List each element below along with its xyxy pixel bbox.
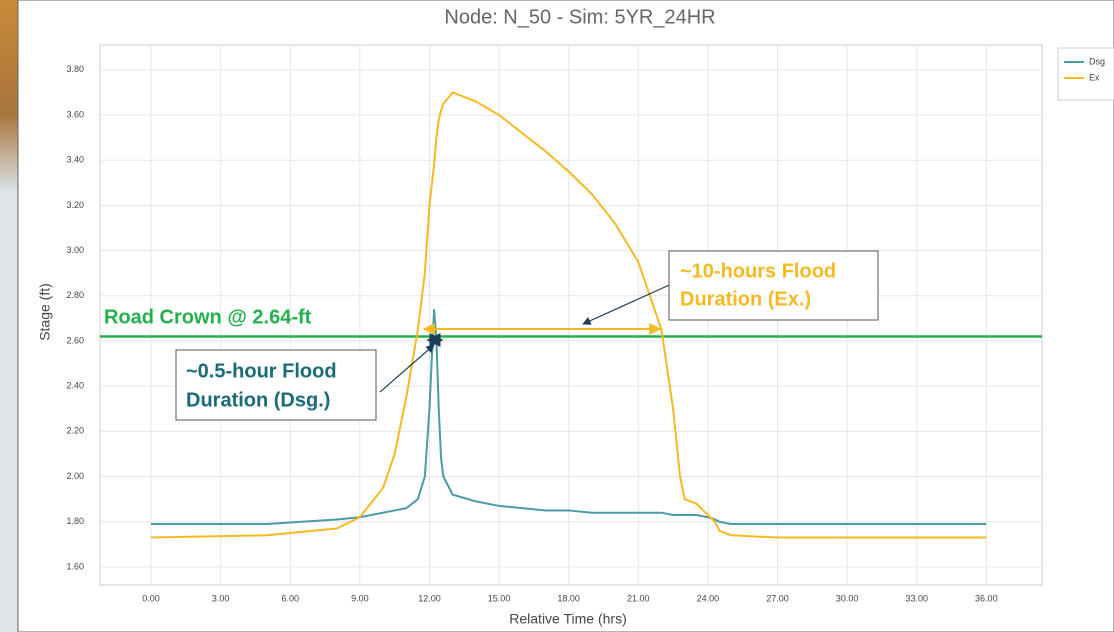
x-tick-label: 24.00 — [697, 593, 720, 603]
x-tick-label: 27.00 — [766, 593, 789, 603]
y-tick-label: 2.40 — [66, 381, 84, 391]
annotation-text: ~10-hours Flood — [680, 260, 836, 282]
legend — [1058, 48, 1114, 100]
y-tick-label: 3.20 — [66, 200, 84, 210]
annotation-text: Duration (Dsg.) — [186, 389, 330, 411]
annotation-text: ~0.5-hour Flood — [186, 360, 337, 382]
x-tick-label: 30.00 — [836, 593, 859, 603]
y-tick-label: 2.20 — [66, 426, 84, 436]
chart-title: Node: N_50 - Sim: 5YR_24HR — [444, 6, 715, 28]
y-tick-label: 2.80 — [66, 290, 84, 300]
x-tick-label: 0.00 — [142, 593, 160, 603]
annotation-text: Duration (Ex.) — [680, 288, 811, 310]
map-strip — [0, 0, 20, 190]
y-tick-label: 1.80 — [66, 516, 84, 526]
y-tick-label: 2.00 — [66, 471, 84, 481]
x-tick-label: 6.00 — [281, 593, 299, 603]
y-tick-label: 3.60 — [66, 109, 84, 119]
x-tick-label: 18.00 — [557, 593, 580, 603]
y-axis-label: Stage (ft) — [37, 283, 53, 341]
x-tick-label: 9.00 — [351, 593, 369, 603]
y-tick-label: 3.80 — [66, 64, 84, 74]
x-tick-label: 15.00 — [488, 593, 511, 603]
reference-label: Road Crown @ 2.64-ft — [104, 307, 312, 329]
x-tick-label: 36.00 — [975, 593, 998, 603]
x-axis-label: Relative Time (hrs) — [509, 611, 626, 627]
y-tick-label: 3.40 — [66, 155, 84, 165]
y-tick-label: 3.00 — [66, 245, 84, 255]
chart: Node: N_50 - Sim: 5YR_24HR Relative Time… — [0, 0, 1114, 632]
y-tick-label: 1.60 — [66, 561, 84, 571]
x-tick-label: 21.00 — [627, 593, 650, 603]
x-tick-label: 12.00 — [418, 593, 441, 603]
legend-label: Dsg — [1089, 56, 1105, 66]
x-tick-label: 3.00 — [212, 593, 230, 603]
legend-label: Ex — [1089, 72, 1100, 82]
y-tick-label: 2.60 — [66, 335, 84, 345]
x-tick-label: 33.00 — [905, 593, 928, 603]
